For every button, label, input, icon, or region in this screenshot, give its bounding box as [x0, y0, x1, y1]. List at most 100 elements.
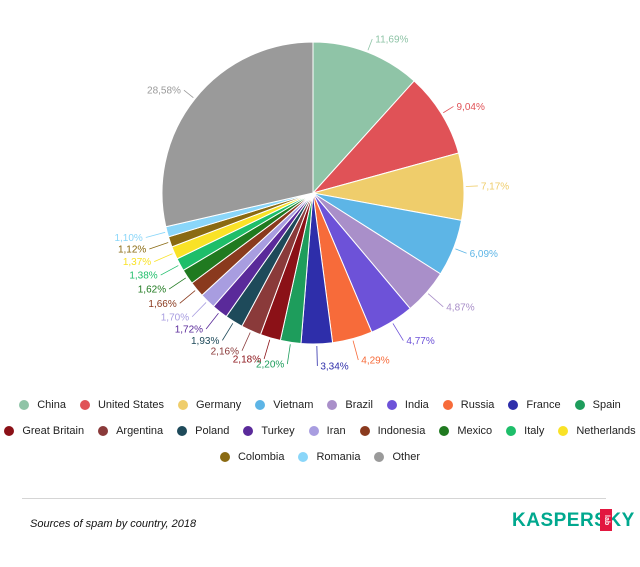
- value-label-china: 11,69%: [375, 35, 408, 46]
- legend-swatch: [558, 426, 569, 436]
- legend-item-russia[interactable]: Russia: [442, 399, 494, 411]
- value-label-brazil: 4,87%: [446, 302, 474, 313]
- legend-item-vietnam[interactable]: Vietnam: [255, 399, 313, 411]
- legend-label: Italy: [524, 425, 545, 437]
- legend-item-italy[interactable]: Italy: [506, 425, 544, 437]
- legend-swatch: [574, 400, 585, 410]
- value-label-poland: 1,93%: [191, 336, 219, 347]
- legend-swatch: [79, 400, 90, 410]
- legend-label: Netherlands: [576, 425, 636, 437]
- slice-united-states: [311, 80, 460, 194]
- legend-item-colombia[interactable]: Colombia: [219, 451, 285, 463]
- leader-line-brazil: [427, 293, 444, 308]
- legend-swatch: [508, 400, 519, 410]
- leader-line-iran: [191, 302, 207, 318]
- leader-line-great-britain: [263, 339, 271, 360]
- legend-label: Colombia: [237, 451, 285, 463]
- legend-swatch: [439, 426, 450, 436]
- legend-item-romania[interactable]: Romania: [298, 451, 360, 463]
- pie-chart: 11,69% 9,04% 7,17% 6,09% 4,87% 4,77% 4,29% 3,34…: [114, 35, 509, 373]
- legend-item-mexico[interactable]: Mexico: [439, 425, 492, 437]
- legend-label: Poland: [195, 425, 230, 437]
- legend-swatch: [506, 426, 517, 436]
- leader-line-russia: [352, 340, 359, 361]
- legend-label: Brazil: [345, 399, 373, 411]
- leader-line-romania: [145, 231, 166, 238]
- legend-label: Spain: [592, 399, 621, 411]
- legend-row: Colombia Romania Other: [0, 444, 640, 470]
- chart-caption: Sources of spam by country, 2018: [30, 518, 197, 530]
- legend-label: Indonesia: [377, 425, 426, 437]
- value-label-colombia: 1,12%: [118, 244, 146, 255]
- legend-item-turkey[interactable]: Turkey: [243, 425, 295, 437]
- legend-swatch: [177, 426, 188, 436]
- legend-label: Turkey: [261, 425, 295, 437]
- leader-line-united-states: [443, 106, 454, 114]
- value-label-russia: 4,29%: [361, 355, 389, 366]
- legend-row: Great Britain Argentina Poland Turkey Iran In…: [0, 418, 640, 444]
- leader-line-china: [367, 38, 373, 51]
- leader-line-italy: [160, 265, 179, 276]
- value-label-argentina: 2,16%: [211, 346, 239, 357]
- legend-label: France: [526, 399, 561, 411]
- value-label-italy: 1,38%: [129, 271, 157, 282]
- legend-item-united-states[interactable]: United States: [79, 399, 164, 411]
- legend-swatch: [442, 400, 453, 410]
- leader-line-turkey: [205, 313, 219, 330]
- leader-line-france: [316, 345, 318, 366]
- slice-china: [312, 41, 415, 195]
- legend-item-other[interactable]: Other: [374, 451, 420, 463]
- legend-label: Mexico: [457, 425, 493, 437]
- leader-line-argentina: [241, 332, 251, 351]
- legend-swatch: [359, 426, 370, 436]
- legend-item-argentina[interactable]: Argentina: [98, 425, 163, 437]
- legend-item-poland[interactable]: Poland: [177, 425, 229, 437]
- leader-line-mexico: [168, 277, 186, 290]
- legend-item-great-britain[interactable]: Great Britain: [4, 425, 84, 437]
- kaspersky-lab-badge: lab: [600, 509, 612, 531]
- legend-swatch: [19, 400, 30, 410]
- legend-item-france[interactable]: France: [508, 399, 561, 411]
- value-label-turkey: 1,72%: [175, 325, 203, 336]
- leader-line-netherlands: [154, 253, 173, 262]
- legend-item-iran[interactable]: Iran: [308, 425, 346, 437]
- leader-line-poland: [222, 323, 234, 341]
- legend-swatch: [219, 452, 230, 462]
- legend-item-china[interactable]: China: [19, 399, 66, 411]
- value-label-spain: 2,20%: [256, 360, 284, 371]
- legend-item-india[interactable]: India: [386, 399, 429, 411]
- slice-other: [161, 41, 314, 228]
- leader-line-indonesia: [179, 290, 196, 304]
- legend-item-indonesia[interactable]: Indonesia: [359, 425, 426, 437]
- leader-line-india: [392, 323, 404, 341]
- value-label-romania: 1,10%: [114, 233, 142, 244]
- leader-line-vietnam: [455, 248, 467, 254]
- legend-label: Argentina: [116, 425, 164, 437]
- legend-label: Germany: [196, 399, 242, 411]
- legend-row: China United States Germany Vietnam Brazil In…: [0, 392, 640, 418]
- leader-line-spain: [286, 344, 291, 365]
- legend-label: Other: [392, 451, 420, 463]
- leader-line-colombia: [149, 242, 169, 250]
- legend-swatch: [327, 400, 338, 410]
- value-label-vietnam: 6,09%: [470, 249, 498, 260]
- divider: [22, 498, 606, 499]
- value-label-united-states: 9,04%: [456, 102, 484, 113]
- legend-swatch: [255, 400, 266, 410]
- legend-item-germany[interactable]: Germany: [178, 399, 241, 411]
- legend-label: Romania: [316, 451, 361, 463]
- legend-swatch: [374, 452, 385, 462]
- legend-label: Great Britain: [22, 425, 85, 437]
- legend-swatch: [4, 426, 15, 436]
- legend-item-netherlands[interactable]: Netherlands: [558, 425, 636, 437]
- value-label-india: 4,77%: [406, 336, 434, 347]
- value-label-netherlands: 1,37%: [123, 257, 151, 268]
- value-label-iran: 1,70%: [161, 312, 189, 323]
- value-label-great-britain: 2,18%: [233, 354, 261, 365]
- value-label-france: 3,34%: [320, 361, 348, 372]
- legend-label: India: [404, 399, 429, 411]
- value-label-mexico: 1,62%: [138, 285, 166, 296]
- leader-line-germany: [465, 185, 478, 187]
- legend-item-spain[interactable]: Spain: [574, 399, 621, 411]
- legend-item-brazil[interactable]: Brazil: [327, 399, 373, 411]
